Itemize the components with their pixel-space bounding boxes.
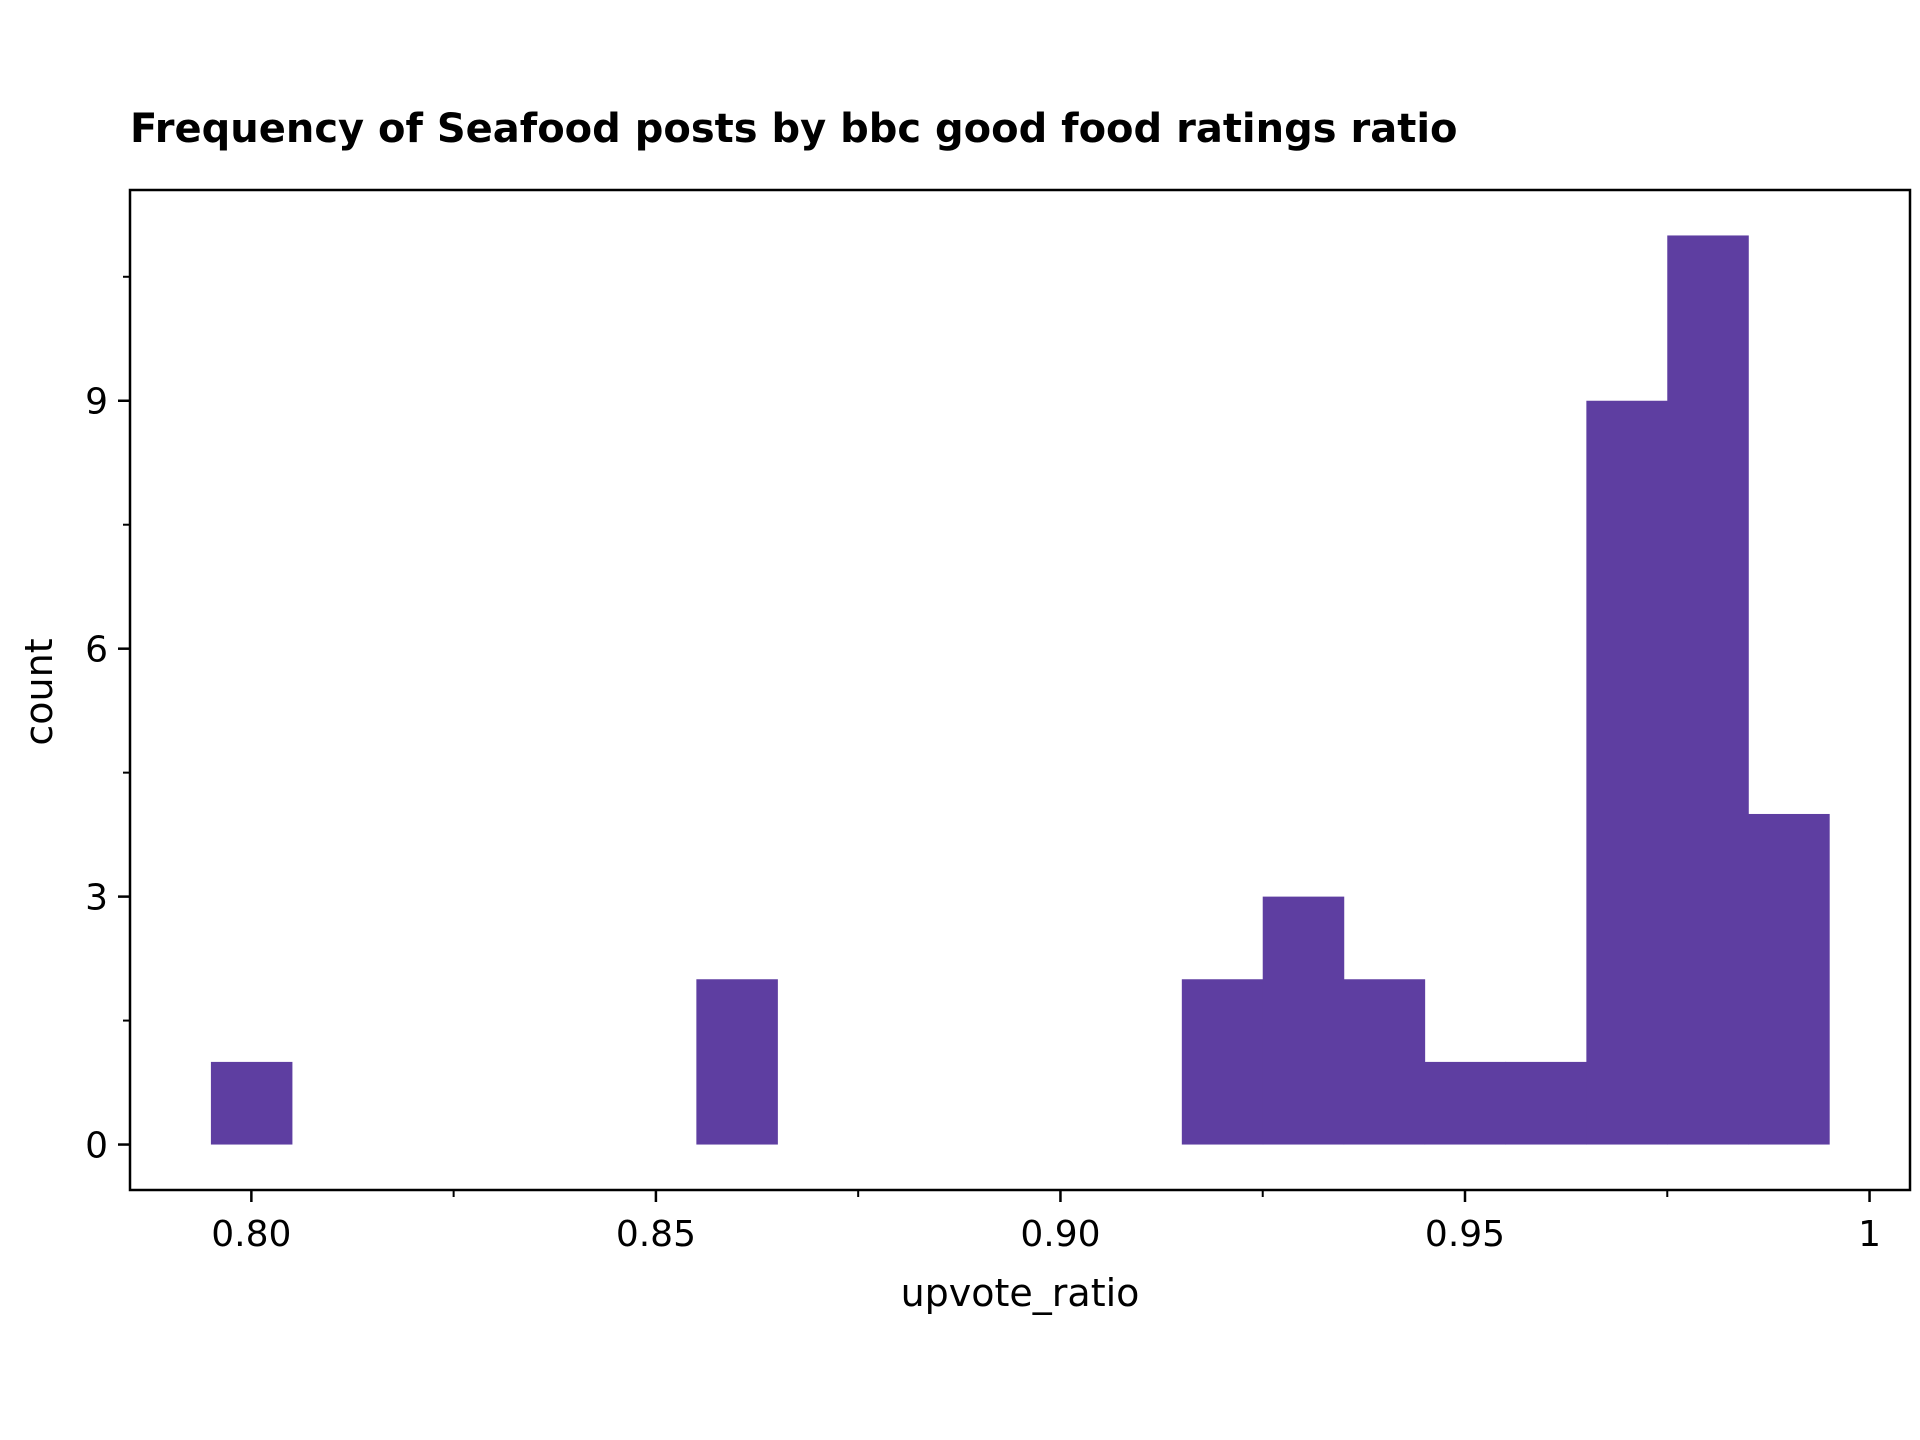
histogram-bar-5 — [1424, 1061, 1507, 1145]
histogram-bar-8 — [1667, 235, 1749, 1145]
x-tick-label-4: 1 — [1858, 1214, 1881, 1255]
y-axis-label: count — [17, 638, 61, 745]
histogram-bar-7 — [1586, 400, 1668, 1145]
bars-group — [210, 235, 1830, 1145]
histogram-bar-9 — [1748, 813, 1830, 1145]
x-tick-label-0: 0.80 — [211, 1214, 291, 1255]
y-tick-label-3: 9 — [85, 382, 108, 423]
x-axis: 0.80 0.85 0.90 0.95 1 — [211, 1190, 1881, 1255]
y-tick-label-2: 6 — [85, 630, 108, 671]
chart-title: Frequency of Seafood posts by bbc good f… — [130, 106, 1458, 152]
x-tick-label-2: 0.90 — [1020, 1214, 1100, 1255]
histogram-bar-0 — [210, 1061, 293, 1145]
x-axis-label: upvote_ratio — [901, 1271, 1140, 1315]
y-tick-label-1: 3 — [85, 878, 108, 919]
y-tick-label-0: 0 — [85, 1126, 108, 1167]
histogram-bar-6 — [1505, 1061, 1587, 1145]
histogram-bar-2 — [1181, 979, 1264, 1145]
x-tick-label-1: 0.85 — [616, 1214, 696, 1255]
histogram-bar-4 — [1343, 979, 1426, 1145]
x-tick-label-3: 0.95 — [1425, 1214, 1505, 1255]
plot-frame — [128, 188, 1912, 1192]
histogram-bar-1 — [696, 979, 778, 1145]
y-axis: 0 3 6 9 — [85, 275, 130, 1167]
histogram-bar-3 — [1262, 896, 1345, 1145]
